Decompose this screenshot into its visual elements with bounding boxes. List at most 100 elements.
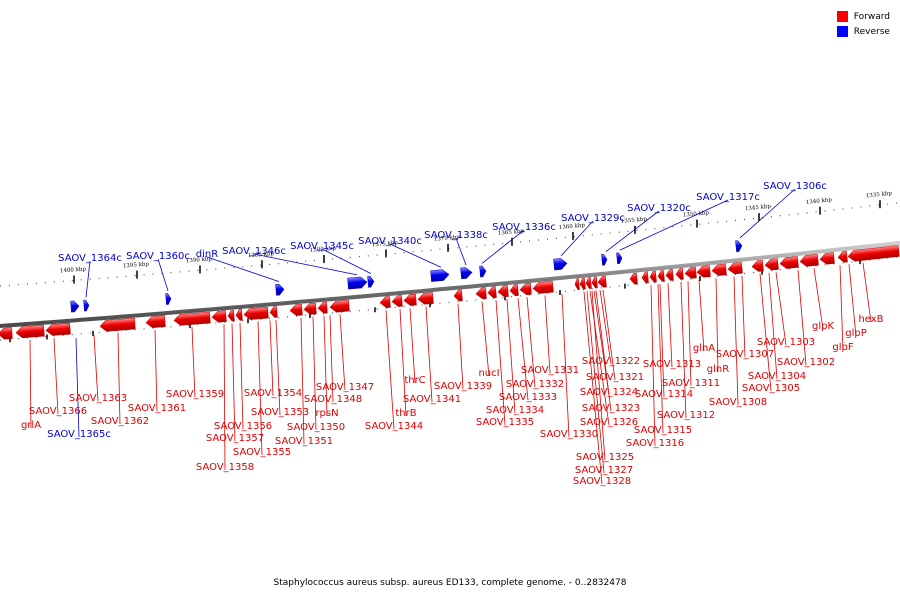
gene-arrow-rev-1[interactable]: [616, 252, 623, 265]
gene-label-saov-1320c[interactable]: SAOV_1320c: [627, 203, 691, 214]
gene-label-saov-1324[interactable]: SAOV_1324: [580, 387, 638, 398]
gene-label-saov-1332[interactable]: SAOV_1332: [506, 379, 564, 390]
gene-arrow-rev-7[interactable]: [367, 275, 375, 288]
gene-label-saov-1329c[interactable]: SAOV_1329c: [561, 213, 625, 224]
gene-label-saov-1333[interactable]: SAOV_1333: [499, 392, 557, 403]
gene-label-saov-1348[interactable]: SAOV_1348: [304, 394, 362, 405]
gene-arrow-fwd-31[interactable]: [391, 295, 403, 307]
gene-label-saov-1315[interactable]: SAOV_1315: [634, 425, 692, 436]
gene-arrow-fwd-22[interactable]: [532, 280, 554, 294]
gene-arrow-rev-10[interactable]: [165, 293, 172, 305]
gene-arrow-fwd-16[interactable]: [629, 272, 638, 285]
gene-arrow-fwd-21[interactable]: [574, 278, 580, 291]
gene-arrow-rev-0[interactable]: [735, 240, 743, 253]
gene-arrow-fwd-17[interactable]: [597, 275, 607, 288]
gene-label-saov-1317c[interactable]: SAOV_1317c: [696, 192, 760, 203]
gene-arrow-fwd-9[interactable]: [696, 265, 711, 278]
gene-label-glnr[interactable]: glnR: [707, 364, 729, 375]
gene-label-saov-1322[interactable]: SAOV_1322: [582, 356, 640, 367]
gene-label-saov-1345c[interactable]: SAOV_1345c: [290, 241, 354, 252]
gene-arrows[interactable]: [0, 240, 900, 340]
gene-label-saov-1356[interactable]: SAOV_1356: [214, 421, 272, 432]
gene-label-saov-1316[interactable]: SAOV_1316: [626, 438, 684, 449]
gene-arrow-fwd-28[interactable]: [453, 289, 463, 302]
gene-arrow-fwd-34[interactable]: [317, 301, 328, 314]
gene-label-saov-1362[interactable]: SAOV_1362: [91, 416, 149, 427]
gene-label-saov-1338c[interactable]: SAOV_1338c: [424, 230, 488, 241]
gene-arrow-fwd-14[interactable]: [649, 270, 657, 283]
gene-arrow-fwd-27[interactable]: [475, 287, 487, 300]
gene-label-saov-1302[interactable]: SAOV_1302: [777, 357, 835, 368]
gene-arrow-fwd-10[interactable]: [684, 266, 697, 279]
gene-arrow-fwd-23[interactable]: [519, 283, 532, 296]
gene-label-saov-1363[interactable]: SAOV_1363: [69, 393, 127, 404]
gene-label-saov-1313[interactable]: SAOV_1313: [643, 359, 701, 370]
gene-arrow-fwd-20[interactable]: [579, 277, 586, 290]
gene-label-saov-1326[interactable]: SAOV_1326: [580, 417, 638, 428]
gene-arrow-fwd-6[interactable]: [751, 259, 764, 272]
gene-arrow-rev-8[interactable]: [347, 276, 368, 290]
gene-arrow-rev-4[interactable]: [479, 265, 487, 278]
gene-label-saov-1340c[interactable]: SAOV_1340c: [358, 236, 422, 247]
gene-arrow-fwd-8[interactable]: [711, 263, 727, 276]
gene-arrow-fwd-42[interactable]: [173, 311, 211, 326]
gene-label-saov-1351[interactable]: SAOV_1351: [275, 436, 333, 447]
gene-label-grla[interactable]: grlA: [21, 420, 41, 431]
gene-arrow-fwd-43[interactable]: [145, 315, 166, 328]
gene-label-saov-1350[interactable]: SAOV_1350: [287, 422, 345, 433]
gene-arrow-fwd-32[interactable]: [379, 296, 391, 308]
legend-entry-forward[interactable]: Forward: [836, 9, 890, 24]
gene-arrow-rev-9[interactable]: [275, 283, 285, 296]
gene-label-saov-1306c[interactable]: SAOV_1306c: [763, 181, 827, 192]
gene-label-saov-1341[interactable]: SAOV_1341: [403, 394, 461, 405]
gene-label-glna[interactable]: glnA: [693, 343, 715, 354]
gene-label-saov-1359[interactable]: SAOV_1359: [166, 389, 224, 400]
gene-arrow-fwd-0[interactable]: [847, 245, 900, 262]
gene-label-saov-1335[interactable]: SAOV_1335: [476, 417, 534, 428]
gene-label-saov-1323[interactable]: SAOV_1323: [582, 403, 640, 414]
gene-arrow-fwd-18[interactable]: [591, 276, 598, 289]
gene-label-saov-1334[interactable]: SAOV_1334: [486, 405, 544, 416]
gene-arrow-rev-5[interactable]: [460, 267, 473, 280]
gene-label-glpk[interactable]: glpK: [812, 321, 834, 332]
legend-entry-reverse[interactable]: Reverse: [836, 24, 890, 39]
gene-label-nuci[interactable]: nucI: [478, 368, 499, 379]
gene-label-dinr[interactable]: dinR: [196, 249, 218, 260]
gene-arrow-rev-2[interactable]: [601, 253, 608, 266]
gene-arrow-fwd-19[interactable]: [585, 277, 592, 289]
gene-arrow-fwd-3[interactable]: [799, 253, 819, 267]
gene-arrow-fwd-47[interactable]: [15, 324, 45, 339]
gene-label-saov-1325[interactable]: SAOV_1325: [576, 452, 634, 463]
gene-label-saov-1355[interactable]: SAOV_1355: [233, 447, 291, 458]
gene-label-saov-1354[interactable]: SAOV_1354: [244, 388, 302, 399]
gene-arrow-rev-11[interactable]: [83, 299, 90, 312]
gene-label-saov-1321[interactable]: SAOV_1321: [586, 372, 644, 383]
gene-arrow-fwd-40[interactable]: [227, 309, 235, 322]
gene-label-saov-1361[interactable]: SAOV_1361: [128, 403, 186, 414]
gene-label-hexb[interactable]: hexB: [858, 314, 883, 325]
gene-arrow-fwd-5[interactable]: [764, 258, 779, 271]
gene-label-saov-1305[interactable]: SAOV_1305: [742, 383, 800, 394]
gene-label-saov-1357[interactable]: SAOV_1357: [206, 433, 264, 444]
gene-arrow-fwd-1[interactable]: [837, 250, 848, 263]
gene-arrow-fwd-29[interactable]: [417, 292, 434, 305]
gene-label-saov-1353[interactable]: SAOV_1353: [251, 407, 309, 418]
gene-arrow-rev-3[interactable]: [553, 258, 568, 271]
gene-label-saov-1304[interactable]: SAOV_1304: [748, 371, 806, 382]
gene-label-saov-1344[interactable]: SAOV_1344: [365, 421, 423, 432]
gene-arrow-rev-12[interactable]: [70, 300, 80, 313]
gene-label-thrc[interactable]: thrC: [404, 375, 425, 386]
gene-arrow-fwd-41[interactable]: [211, 310, 227, 323]
gene-label-glpp[interactable]: glpP: [845, 328, 867, 339]
gene-arrow-rev-6[interactable]: [430, 269, 450, 282]
gene-label-saov-1365c[interactable]: SAOV_1365c: [47, 429, 111, 440]
gene-label-saov-1347[interactable]: SAOV_1347: [316, 382, 374, 393]
gene-arrow-fwd-36[interactable]: [289, 303, 303, 316]
gene-label-saov-1314[interactable]: SAOV_1314: [635, 389, 693, 400]
gene-label-thrb[interactable]: thrB: [395, 408, 416, 419]
gene-arrow-fwd-24[interactable]: [509, 284, 519, 297]
gene-label-saov-1312[interactable]: SAOV_1312: [657, 410, 715, 421]
gene-label-saov-1308[interactable]: SAOV_1308: [709, 397, 767, 408]
gene-arrow-fwd-4[interactable]: [779, 256, 799, 269]
gene-label-glpf[interactable]: glpF: [832, 342, 853, 353]
